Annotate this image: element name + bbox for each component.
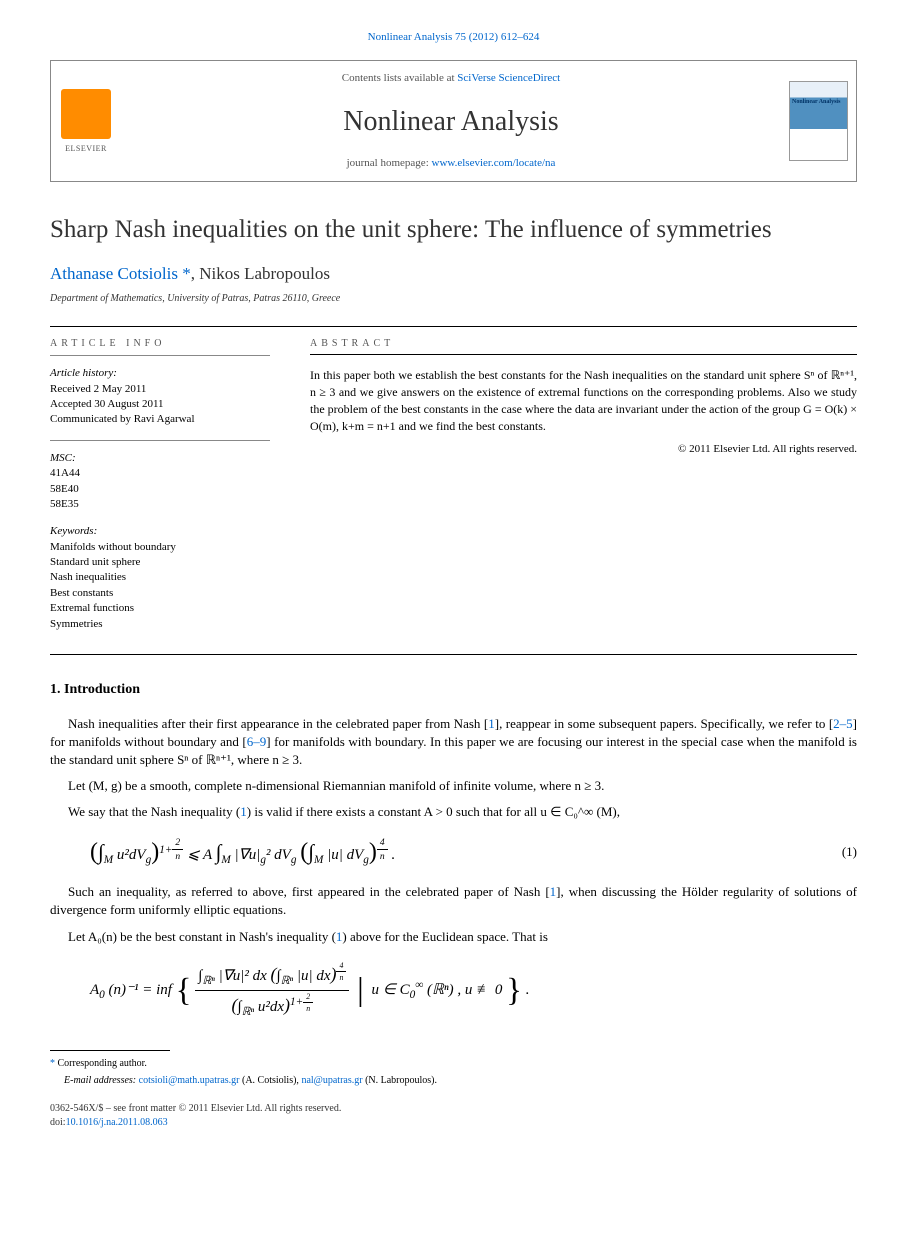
equation-2-row: A0 (n)⁻¹ = inf { ∫ℝⁿ |∇u|² dx (∫ℝⁿ |u| d… [50,960,857,1021]
history-title: Article history: [50,366,270,381]
info-abstract-row: ARTICLE INFO Article history: Received 2… [50,337,857,644]
kw-6: Symmetries [50,617,270,632]
front-matter-line: 0362-546X/$ – see front matter © 2011 El… [50,1102,857,1116]
msc-block: MSC: 41A44 58E40 58E35 [50,451,270,513]
author-link-1[interactable]: Athanase Cotsiolis [50,264,178,283]
footnote-emails: E-mail addresses: cotsioli@math.upatras.… [50,1074,857,1088]
corresponding-mark: * [178,264,191,283]
homepage-link[interactable]: www.elsevier.com/locate/na [432,157,556,169]
contents-line: Contents lists available at SciVerse Sci… [131,71,771,86]
intro-p5: Let A₀(n) be the best constant in Nash's… [50,928,857,946]
equation-2: A0 (n)⁻¹ = inf { ∫ℝⁿ |∇u|² dx (∫ℝⁿ |u| d… [50,960,857,1021]
kw-3: Nash inequalities [50,570,270,585]
received-line: Received 2 May 2011 [50,382,270,397]
kw-4: Best constants [50,586,270,601]
bottom-info: 0362-546X/$ – see front matter © 2011 El… [50,1102,857,1130]
cover-image: Nonlinear Analysis [789,81,848,161]
msc-2: 58E40 [50,482,270,497]
divider-top [50,326,857,327]
accepted-line: Accepted 30 August 2011 [50,397,270,412]
homepage-prefix: journal homepage: [347,157,432,169]
kw-1: Manifolds without boundary [50,540,270,555]
divider-bottom [50,654,857,655]
elsevier-tree-icon [61,89,111,139]
journal-title: Nonlinear Analysis [131,102,771,141]
intro-p2: Let (M, g) be a smooth, complete n-dimen… [50,777,857,795]
intro-heading: 1. Introduction [50,680,857,700]
info-divider-1 [50,355,270,356]
communicated-line: Communicated by Ravi Agarwal [50,412,270,427]
journal-ref-link[interactable]: Nonlinear Analysis 75 (2012) 612–624 [368,31,540,43]
keywords-title: Keywords: [50,524,270,539]
history-block: Article history: Received 2 May 2011 Acc… [50,366,270,428]
publisher-logo[interactable]: ELSEVIER [51,61,121,181]
email-link-1[interactable]: cotsioli@math.upatras.gr [139,1075,240,1086]
kw-5: Extremal functions [50,601,270,616]
author-2: , Nikos Labropoulos [191,264,330,283]
homepage-line: journal homepage: www.elsevier.com/locat… [131,156,771,171]
publisher-name: ELSEVIER [65,143,107,154]
header-center: Contents lists available at SciVerse Sci… [121,61,781,181]
equation-1-row: (∫M u²dVg)1+2n ⩽ A ∫M |∇u|g² dVg (∫M |u|… [50,836,857,870]
journal-cover-thumb[interactable]: Nonlinear Analysis [781,61,856,181]
intro-p1: Nash inequalities after their first appe… [50,715,857,770]
kw-2: Standard unit sphere [50,555,270,570]
equation-1-number: (1) [817,843,857,861]
article-info-label: ARTICLE INFO [50,337,270,351]
abstract-divider [310,354,857,355]
article-info-col: ARTICLE INFO Article history: Received 2… [50,337,270,644]
article-title: Sharp Nash inequalities on the unit sphe… [50,212,857,247]
authors: Athanase Cotsiolis *, Nikos Labropoulos [50,262,857,286]
abstract-text: In this paper both we establish the best… [310,367,857,434]
ref-link-2-5[interactable]: 2–5 [833,716,853,731]
affiliation: Department of Mathematics, University of… [50,292,857,306]
abstract-copyright: © 2011 Elsevier Ltd. All rights reserved… [310,442,857,457]
footnote-separator [50,1050,170,1051]
msc-3: 58E35 [50,497,270,512]
header-box: ELSEVIER Contents lists available at Sci… [50,60,857,182]
ref-link-6-9[interactable]: 6–9 [247,734,267,749]
footnote-corresponding: * Corresponding author. [50,1057,857,1071]
journal-reference: Nonlinear Analysis 75 (2012) 612–624 [50,30,857,45]
contents-prefix: Contents lists available at [342,72,457,84]
equation-1: (∫M u²dVg)1+2n ⩽ A ∫M |∇u|g² dVg (∫M |u|… [50,836,817,870]
abstract-label: ABSTRACT [310,337,857,351]
doi-line: doi:10.1016/j.na.2011.08.063 [50,1116,857,1130]
email-link-2[interactable]: nal@upatras.gr [301,1075,362,1086]
intro-p3: We say that the Nash inequality (1) is v… [50,803,857,821]
msc-title: MSC: [50,451,270,466]
sciencedirect-link[interactable]: SciVerse ScienceDirect [457,72,560,84]
keywords-block: Keywords: Manifolds without boundary Sta… [50,524,270,632]
abstract-col: ABSTRACT In this paper both we establish… [310,337,857,644]
info-divider-2 [50,440,270,441]
intro-p4: Such an inequality, as referred to above… [50,883,857,919]
msc-1: 41A44 [50,466,270,481]
doi-link[interactable]: 10.1016/j.na.2011.08.063 [66,1117,168,1128]
